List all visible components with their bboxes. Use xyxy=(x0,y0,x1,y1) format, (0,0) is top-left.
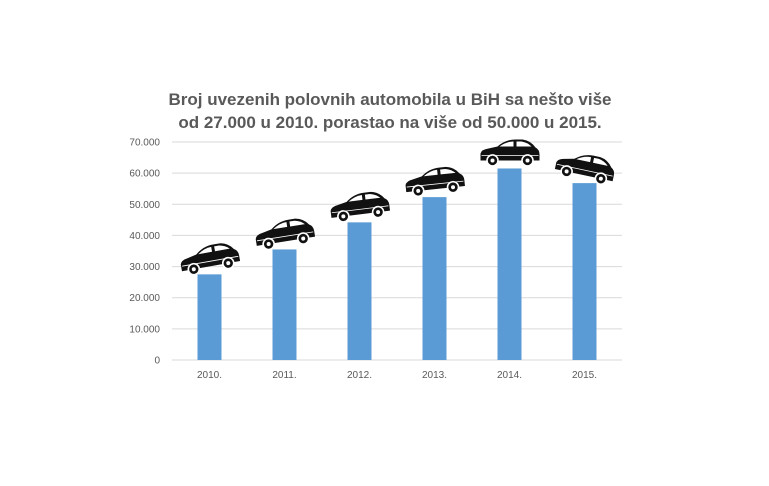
bar xyxy=(497,168,522,360)
chart-title-line-2: od 27.000 u 2010. porastao na više od 50… xyxy=(178,113,602,132)
y-axis-ticks: 0 10.000 20.000 30.000 40.000 50.000 60.000 70.… xyxy=(129,138,160,367)
car-icon xyxy=(255,218,316,251)
y-tick-label: 50.000 xyxy=(129,200,160,211)
car-icon xyxy=(480,139,540,167)
bars xyxy=(197,168,597,360)
car-icons xyxy=(180,139,615,276)
x-tick-label: 2010. xyxy=(197,370,222,381)
bar xyxy=(422,197,447,360)
chart-title-line-1: Broj uvezenih polovnih automobila u BiH … xyxy=(168,90,612,109)
bar xyxy=(272,249,297,360)
y-tick-label: 0 xyxy=(154,356,160,367)
gridlines xyxy=(172,141,622,361)
chart-title: Broj uvezenih polovnih automobila u BiH … xyxy=(140,88,640,134)
y-tick-label: 60.000 xyxy=(129,169,160,180)
x-axis-ticks: 2010. 2011. 2012. 2013. 2014. 2015. xyxy=(197,370,597,381)
y-tick-label: 10.000 xyxy=(129,324,160,335)
bar xyxy=(347,222,372,360)
bar xyxy=(197,274,222,360)
y-tick-label: 40.000 xyxy=(129,231,160,242)
x-tick-label: 2011. xyxy=(272,370,296,381)
x-tick-label: 2012. xyxy=(347,370,372,381)
x-tick-label: 2015. xyxy=(572,370,597,381)
bar xyxy=(572,183,597,360)
y-tick-label: 30.000 xyxy=(129,262,160,273)
car-icon xyxy=(405,166,465,198)
x-tick-label: 2014. xyxy=(497,370,522,381)
y-tick-label: 70.000 xyxy=(129,138,160,149)
y-tick-label: 20.000 xyxy=(129,293,160,304)
car-icon xyxy=(330,191,391,223)
car-icon xyxy=(554,155,615,186)
x-tick-label: 2013. xyxy=(422,370,447,381)
car-icon xyxy=(180,243,241,276)
